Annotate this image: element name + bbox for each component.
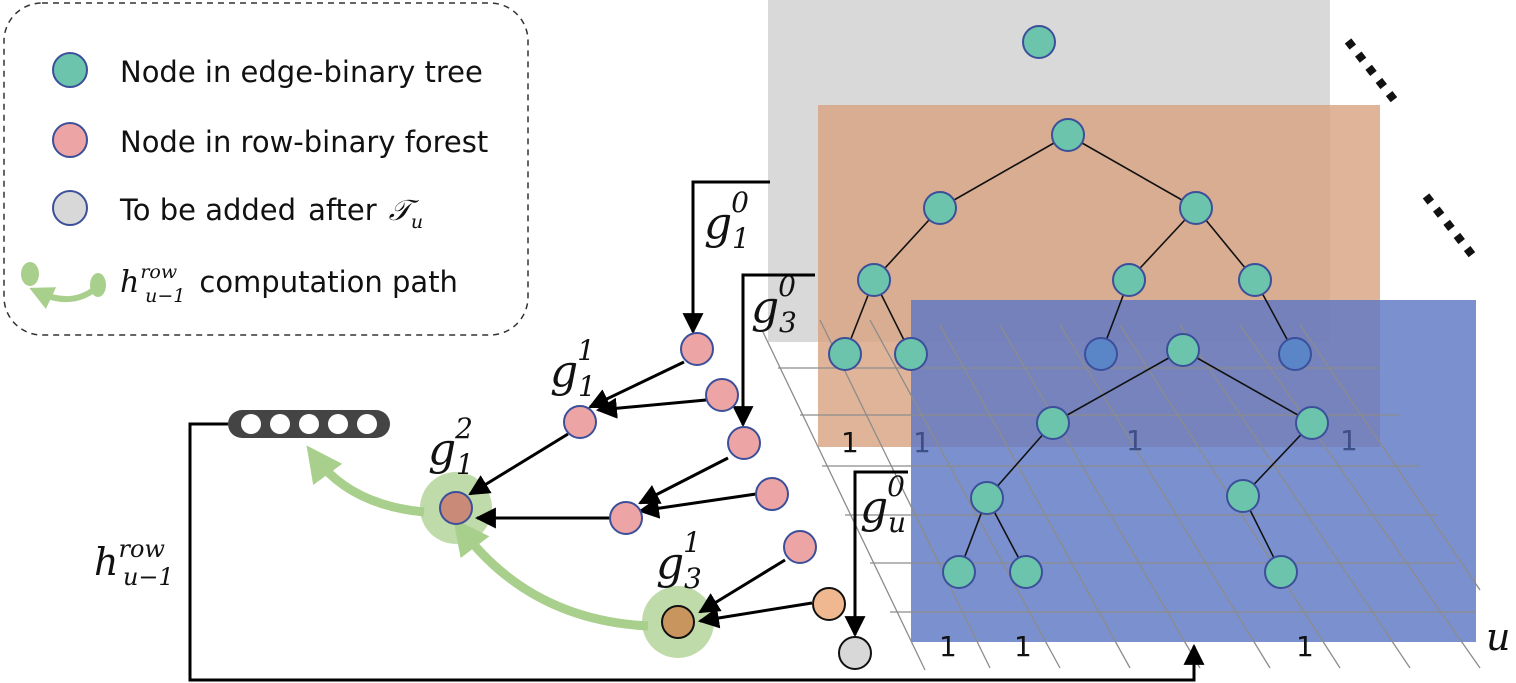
legend-row-node-icon xyxy=(52,122,88,158)
legend-pending-node-label: To be added after 𝒯u xyxy=(119,193,423,233)
matrix-one: 1 xyxy=(939,630,957,663)
matrix-one: 1 xyxy=(913,426,931,459)
path-arrow-to-embedding xyxy=(306,445,425,517)
matrix-one: 1 xyxy=(1340,424,1358,457)
tree-node xyxy=(857,263,891,297)
label-g1-2: g2 1 xyxy=(428,412,474,481)
legend-row-node-label: Node in row-binary forest xyxy=(120,125,488,159)
tree-node xyxy=(1036,406,1070,440)
label-g1-0: g0 1 xyxy=(704,186,750,255)
hidden-state-vector xyxy=(228,410,390,438)
tree-node xyxy=(1112,263,1146,297)
tree-node xyxy=(1295,406,1329,440)
matrix-one: 1 xyxy=(1296,630,1314,663)
label-h-row: hrow u−1 xyxy=(94,535,174,591)
tree-node xyxy=(923,191,957,225)
matrix-one: 1 xyxy=(841,426,859,459)
path-arrow-to-g1-2 xyxy=(453,518,649,631)
tree-node xyxy=(1179,191,1213,225)
forest-node xyxy=(783,530,817,564)
ellipsis-top: ..... xyxy=(1333,15,1425,112)
matrix-one: 1 xyxy=(1126,424,1144,457)
forest-arrows xyxy=(188,180,1205,682)
tree-node xyxy=(1278,337,1312,371)
legend: Node in edge-binary tree Node in row-bin… xyxy=(3,2,529,336)
tree-node xyxy=(1051,118,1085,152)
tree-node xyxy=(1264,555,1298,589)
tree-node xyxy=(894,337,928,371)
forest-node xyxy=(680,332,714,366)
tree-node xyxy=(970,481,1004,515)
matrix-ones: 1 1 1 1 1 1 1 xyxy=(841,424,1358,663)
forest-node xyxy=(563,405,597,439)
forest-node xyxy=(812,587,846,621)
forest-node xyxy=(727,426,761,460)
tree-node xyxy=(1009,555,1043,589)
forest-node xyxy=(439,491,473,525)
tree-node xyxy=(1022,25,1056,59)
forest-node xyxy=(661,605,695,639)
tree-node xyxy=(1226,479,1260,513)
label-g3-0: g0 3 xyxy=(751,270,797,339)
pending-node xyxy=(838,636,872,670)
legend-box xyxy=(3,2,529,336)
row-forest-nodes xyxy=(439,332,872,670)
forest-node xyxy=(755,477,789,511)
legend-path-label: hrow u−1 computation path xyxy=(120,261,458,307)
matrix-one: 1 xyxy=(1014,630,1032,663)
edge-tree-nodes xyxy=(828,25,1329,589)
layer-stack xyxy=(768,0,1476,642)
tree-node xyxy=(1166,333,1200,367)
legend-path-icon xyxy=(21,262,106,309)
label-g1-1: g1 1 xyxy=(550,334,596,403)
legend-pending-node-icon xyxy=(52,190,88,226)
label-g3-1: g1 3 xyxy=(656,526,702,595)
tree-node xyxy=(942,555,976,589)
tree-node xyxy=(1084,337,1118,371)
label-gu-0: g0 u xyxy=(860,470,906,539)
axis-label-u: u xyxy=(1486,615,1510,659)
forest-node xyxy=(609,501,643,535)
tree-node xyxy=(1238,263,1272,297)
tree-node xyxy=(828,337,862,371)
math-labels: g0 1 g0 3 g1 1 g2 1 g1 3 g0 u hrow u−1 xyxy=(94,186,906,595)
legend-edge-node-label: Node in edge-binary tree xyxy=(120,55,483,89)
ellipsis-mid: ..... xyxy=(1411,170,1503,267)
legend-edge-node-icon xyxy=(52,52,88,88)
forest-node xyxy=(705,378,739,412)
